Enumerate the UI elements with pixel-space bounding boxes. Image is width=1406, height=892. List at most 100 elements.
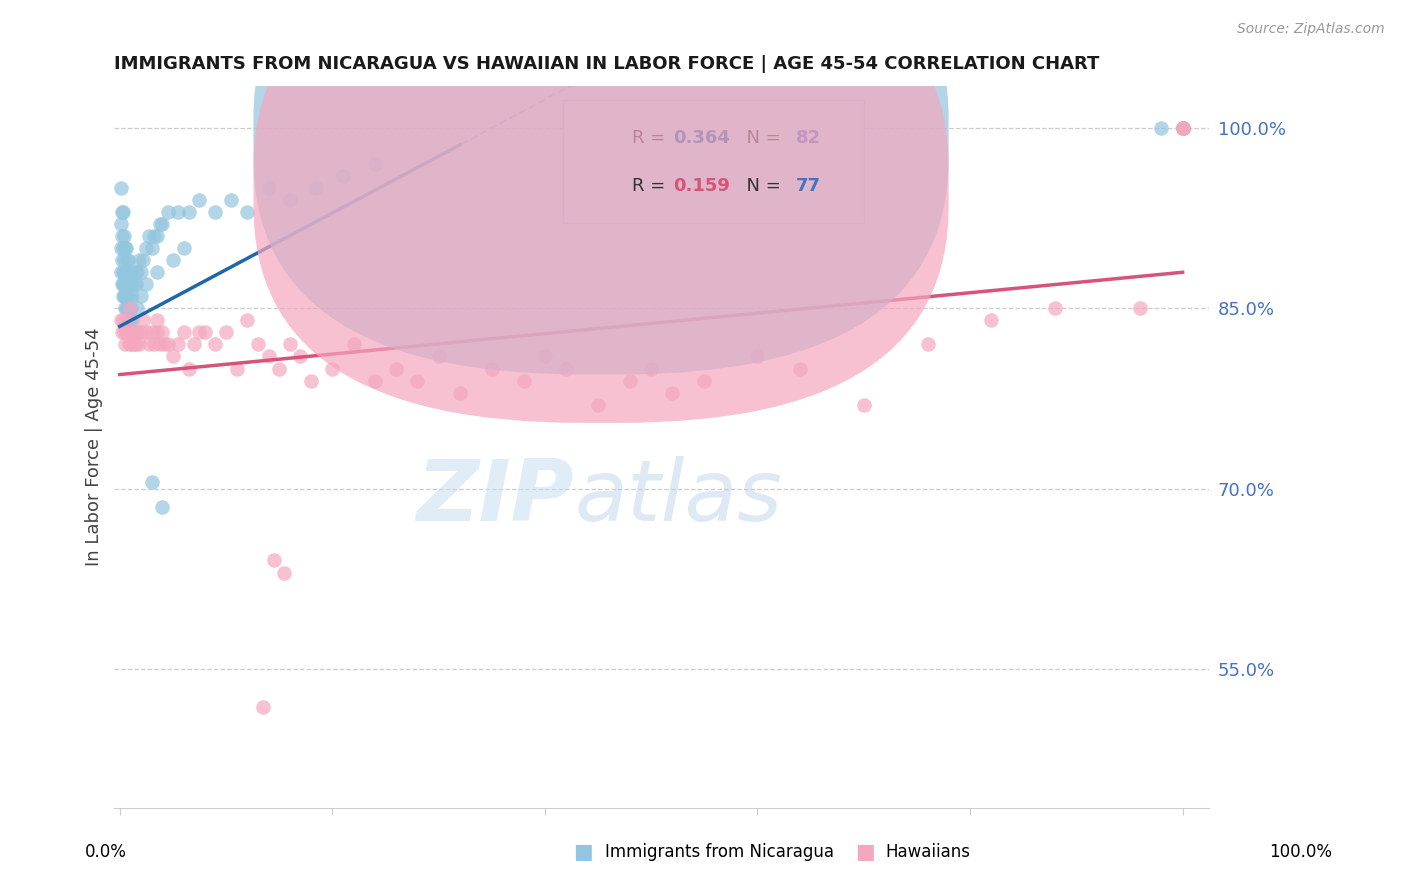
Point [149,217,172,231]
Text: Hawaiians: Hawaiians [886,843,970,861]
Point [111,229,134,244]
Point [1150,120,1173,135]
Text: 0.0%: 0.0% [84,843,127,861]
Point [299,374,322,388]
FancyBboxPatch shape [253,0,949,375]
Point [128,253,150,268]
Point [162,350,184,364]
Point [124,337,146,351]
Point [135,277,157,292]
Point [640,361,662,376]
Point [146,313,169,327]
Point [118,337,141,351]
Point [149,337,172,351]
Point [121,326,143,340]
Point [146,326,169,340]
Text: ■: ■ [574,842,593,862]
Point [427,350,450,364]
Point [122,277,145,292]
Point [693,374,716,388]
Point [257,181,280,195]
Point [789,361,811,376]
Text: 77: 77 [796,178,820,195]
Point [153,337,176,351]
Point [141,241,163,255]
Point [342,337,364,351]
Point [124,326,146,340]
FancyBboxPatch shape [253,0,949,423]
Point [142,229,165,244]
Point [177,205,200,219]
Point [555,361,578,376]
Text: atlas: atlas [574,456,782,539]
Point [194,326,217,340]
Point [747,350,769,364]
Point [135,326,157,340]
Point [115,265,138,279]
Point [115,301,138,316]
Point [150,326,173,340]
Point [111,241,134,255]
Point [118,277,141,292]
Point [269,361,291,376]
Point [290,350,312,364]
Point [114,289,136,303]
Point [112,326,135,340]
Point [111,289,134,303]
Point [150,500,173,514]
Point [1171,120,1194,135]
Point [173,241,195,255]
Point [132,253,155,268]
Point [619,374,641,388]
Point [120,337,142,351]
Point [111,313,134,327]
Point [120,277,142,292]
Point [111,277,134,292]
Point [120,301,142,316]
Point [120,289,142,303]
Point [215,326,238,340]
Point [111,326,134,340]
Point [115,253,138,268]
Point [112,289,135,303]
Point [141,326,163,340]
Point [110,241,132,255]
Point [141,475,163,489]
Point [273,566,295,580]
Point [138,229,160,244]
Point [167,337,190,351]
Point [188,326,211,340]
Text: R =: R = [633,178,671,195]
Point [221,193,243,207]
Point [406,374,429,388]
Point [586,398,609,412]
Point [114,337,136,351]
Point [156,205,179,219]
Point [120,313,142,327]
Point [481,361,503,376]
Point [115,277,138,292]
Point [112,229,135,244]
Point [534,350,557,364]
Point [129,265,152,279]
Point [110,217,132,231]
Point [115,326,138,340]
Point [129,326,152,340]
Point [115,313,138,327]
Point [852,398,875,412]
Point [112,253,135,268]
Point [122,337,145,351]
Point [115,241,138,255]
Point [236,205,259,219]
Point [305,181,328,195]
Point [121,289,143,303]
Point [1171,120,1194,135]
Point [118,301,141,316]
Point [125,265,148,279]
Text: IMMIGRANTS FROM NICARAGUA VS HAWAIIAN IN LABOR FORCE | AGE 45-54 CORRELATION CHA: IMMIGRANTS FROM NICARAGUA VS HAWAIIAN IN… [114,55,1099,73]
Point [156,337,179,351]
Point [512,374,534,388]
Point [111,253,134,268]
Text: 100.0%: 100.0% [1270,843,1331,861]
Point [1171,120,1194,135]
